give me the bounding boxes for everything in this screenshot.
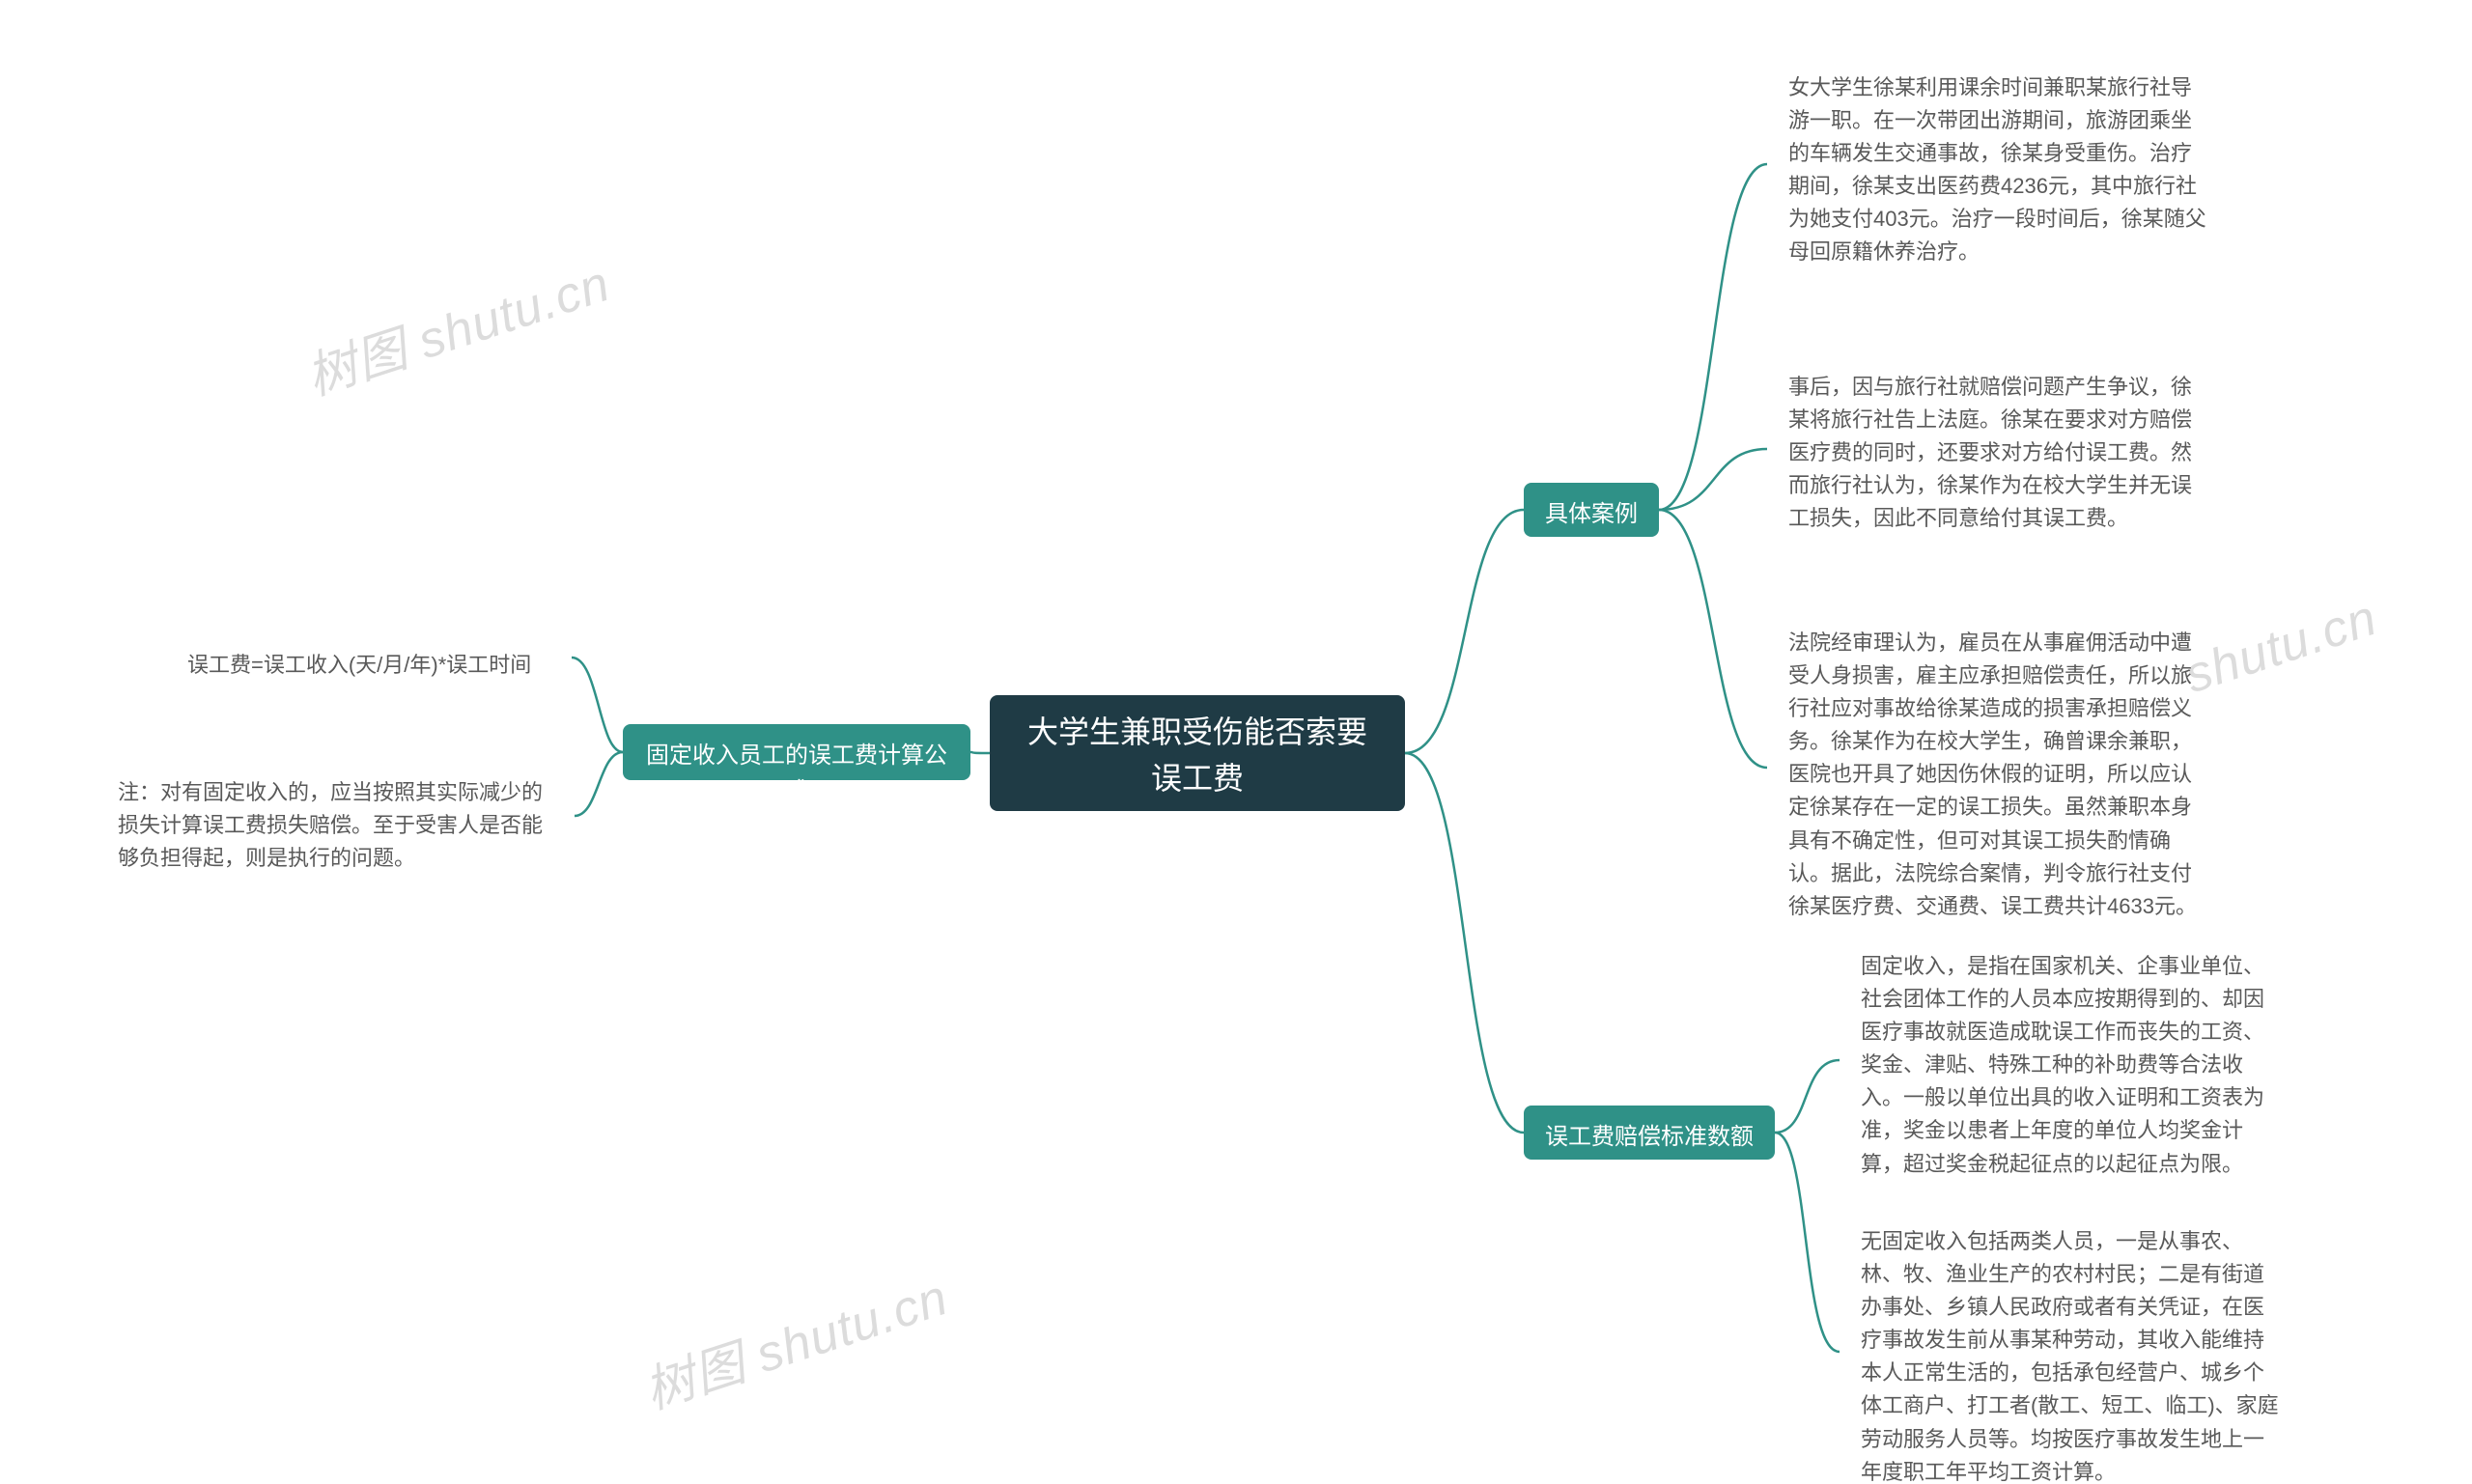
center-node[interactable]: 大学生兼职受伤能否索要 误工费 <box>990 695 1405 811</box>
branch-left-formula[interactable]: 固定收入员工的误工费计算公式 <box>623 724 970 780</box>
watermark: 树图 shutu.cn <box>633 1256 955 1422</box>
branch-right-case[interactable]: 具体案例 <box>1524 483 1659 537</box>
mindmap-canvas: 树图 shutu.cn 树图 shutu.cn shutu.cn shutu.c… <box>0 0 2472 1484</box>
leaf-case-3: 法院经审理认为，雇员在从事雇佣活动中遭受人身损害，雇主应承担赔偿责任，所以旅行社… <box>1767 613 2231 937</box>
leaf-standard-1: 固定收入，是指在国家机关、企事业单位、社会团体工作的人员本应按期得到的、却因医疗… <box>1840 937 2303 1194</box>
watermark: 树图 shutu.cn <box>295 242 617 408</box>
leaf-case-2: 事后，因与旅行社就赔偿问题产生争议，徐某将旅行社告上法庭。徐某在要求对方赔偿医疗… <box>1767 357 2231 548</box>
leaf-left-formula-1: 误工费=误工收入(天/月/年)*误工时间 <box>166 635 572 695</box>
branch-right-standard[interactable]: 误工费赔偿标准数额 <box>1524 1106 1775 1160</box>
leaf-case-1: 女大学生徐某利用课余时间兼职某旅行社导游一职。在一次带团出游期间，旅游团乘坐的车… <box>1767 58 2231 283</box>
leaf-standard-2: 无固定收入包括两类人员，一是从事农、林、牧、渔业生产的农村村民；二是有街道办事处… <box>1840 1212 2303 1484</box>
leaf-left-formula-2: 注：对有固定收入的，应当按照其实际减少的损失计算误工费损失赔偿。至于受害人是否能… <box>97 763 575 888</box>
